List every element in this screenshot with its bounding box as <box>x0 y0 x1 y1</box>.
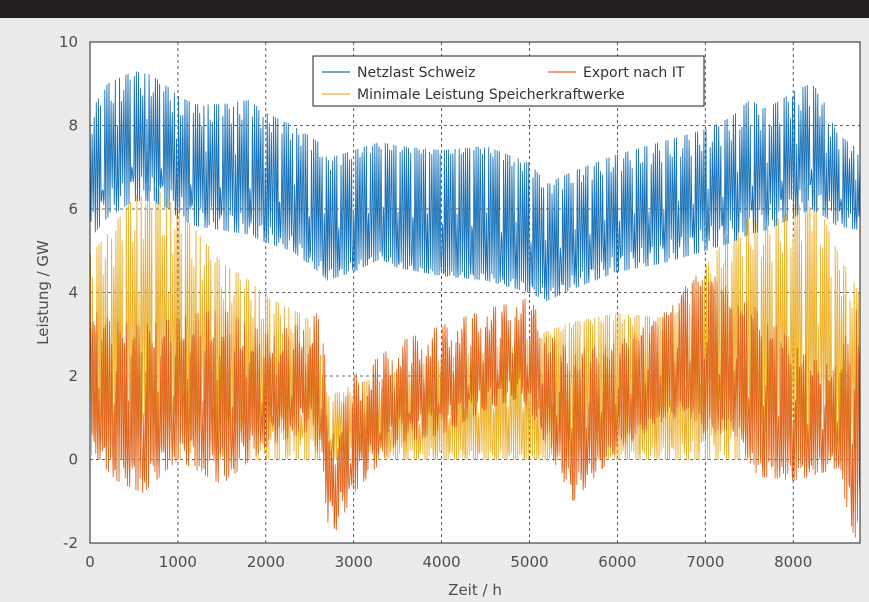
y-tick-label: -2 <box>63 534 78 552</box>
x-tick-label: 2000 <box>247 553 285 571</box>
x-axis-label: Zeit / h <box>448 581 502 599</box>
plot-border <box>89 41 861 544</box>
y-tick-label: 0 <box>68 451 78 469</box>
y-tick-label: 10 <box>59 33 78 51</box>
series-lines <box>89 71 861 538</box>
x-tick-label: 4000 <box>423 553 461 571</box>
x-tick-label: 8000 <box>774 553 812 571</box>
x-tick-label: 0 <box>85 553 95 571</box>
legend-label-netzlast: Netzlast Schweiz <box>357 65 475 81</box>
top-bar <box>0 0 869 18</box>
axis-ticks: 0 1000 2000 3000 4000 5000 6000 7000 8000 -2 0 2 4 6 8… <box>59 33 812 571</box>
y-tick-label: 2 <box>68 367 78 385</box>
legend-box <box>312 55 705 107</box>
y-tick-label: 8 <box>68 117 78 135</box>
y-tick-label: 4 <box>68 284 78 302</box>
x-tick-label: 1000 <box>159 553 197 571</box>
legend: Netzlast Schweiz Export nach IT Minimale… <box>312 55 705 107</box>
series-line-1 <box>89 275 861 538</box>
x-tick-label: 3000 <box>335 553 373 571</box>
legend-label-export: Export nach IT <box>583 65 685 81</box>
x-tick-label: 7000 <box>686 553 724 571</box>
x-tick-label: 5000 <box>510 553 548 571</box>
series-line-0 <box>89 71 861 302</box>
x-tick-label: 6000 <box>598 553 636 571</box>
y-tick-label: 6 <box>68 200 78 218</box>
y-axis-label: Leistung / GW <box>34 240 52 345</box>
legend-label-speicher: Minimale Leistung Speicherkraftwerke <box>357 87 625 103</box>
